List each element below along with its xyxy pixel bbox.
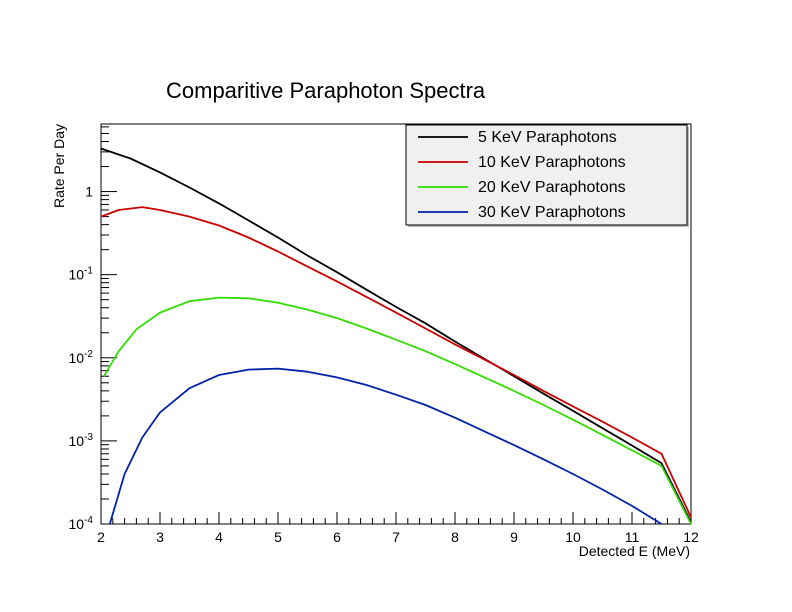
y-tick-label: 1 xyxy=(85,184,93,200)
x-tick-label: 10 xyxy=(565,529,581,545)
chart-title: Comparitive Paraphoton Spectra xyxy=(166,78,486,103)
x-tick-label: 12 xyxy=(683,529,699,545)
y-tick-label: 10-4 xyxy=(69,515,94,532)
legend-label-4: 30 KeV Paraphotons xyxy=(478,204,626,221)
x-tick-label: 6 xyxy=(333,529,341,545)
series-line-2 xyxy=(100,206,692,518)
legend-label-3: 20 KeV Paraphotons xyxy=(478,179,626,196)
x-tick-label: 7 xyxy=(392,529,400,545)
plot-lines xyxy=(100,147,692,525)
y-tick-labels: 1 10-1 10-2 10-3 10-4 xyxy=(69,184,94,532)
x-tick-label: 4 xyxy=(215,529,223,545)
x-tick-label: 2 xyxy=(97,529,105,545)
y-axis-label: Rate Per Day xyxy=(51,124,67,208)
legend-label-2: 10 KeV Paraphotons xyxy=(478,154,626,171)
series-line-3 xyxy=(103,296,692,525)
legend: 5 KeV Paraphotons 10 KeV Paraphotons 20 Ke… xyxy=(405,124,689,227)
x-tick-labels: 2 3 4 5 6 7 8 9 10 11 12 xyxy=(97,529,699,545)
x-tick-label: 11 xyxy=(625,529,640,545)
legend-box xyxy=(405,124,688,226)
x-tick-label: 5 xyxy=(274,529,282,545)
series-line-1 xyxy=(100,147,692,523)
y-tick-label: 10-1 xyxy=(69,266,94,283)
y-tick-label: 10-3 xyxy=(69,432,94,449)
y-tick-label: 10-2 xyxy=(69,349,94,366)
series-line-4 xyxy=(108,367,662,525)
x-axis-label: Detected E (MeV) xyxy=(579,543,690,559)
x-tick-label: 8 xyxy=(451,529,459,545)
legend-label-1: 5 KeV Paraphotons xyxy=(478,129,617,146)
x-tick-label: 9 xyxy=(510,529,518,545)
x-tick-label: 3 xyxy=(156,529,164,545)
